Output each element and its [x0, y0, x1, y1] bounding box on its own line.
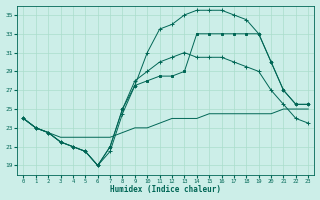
X-axis label: Humidex (Indice chaleur): Humidex (Indice chaleur) [110, 185, 221, 194]
